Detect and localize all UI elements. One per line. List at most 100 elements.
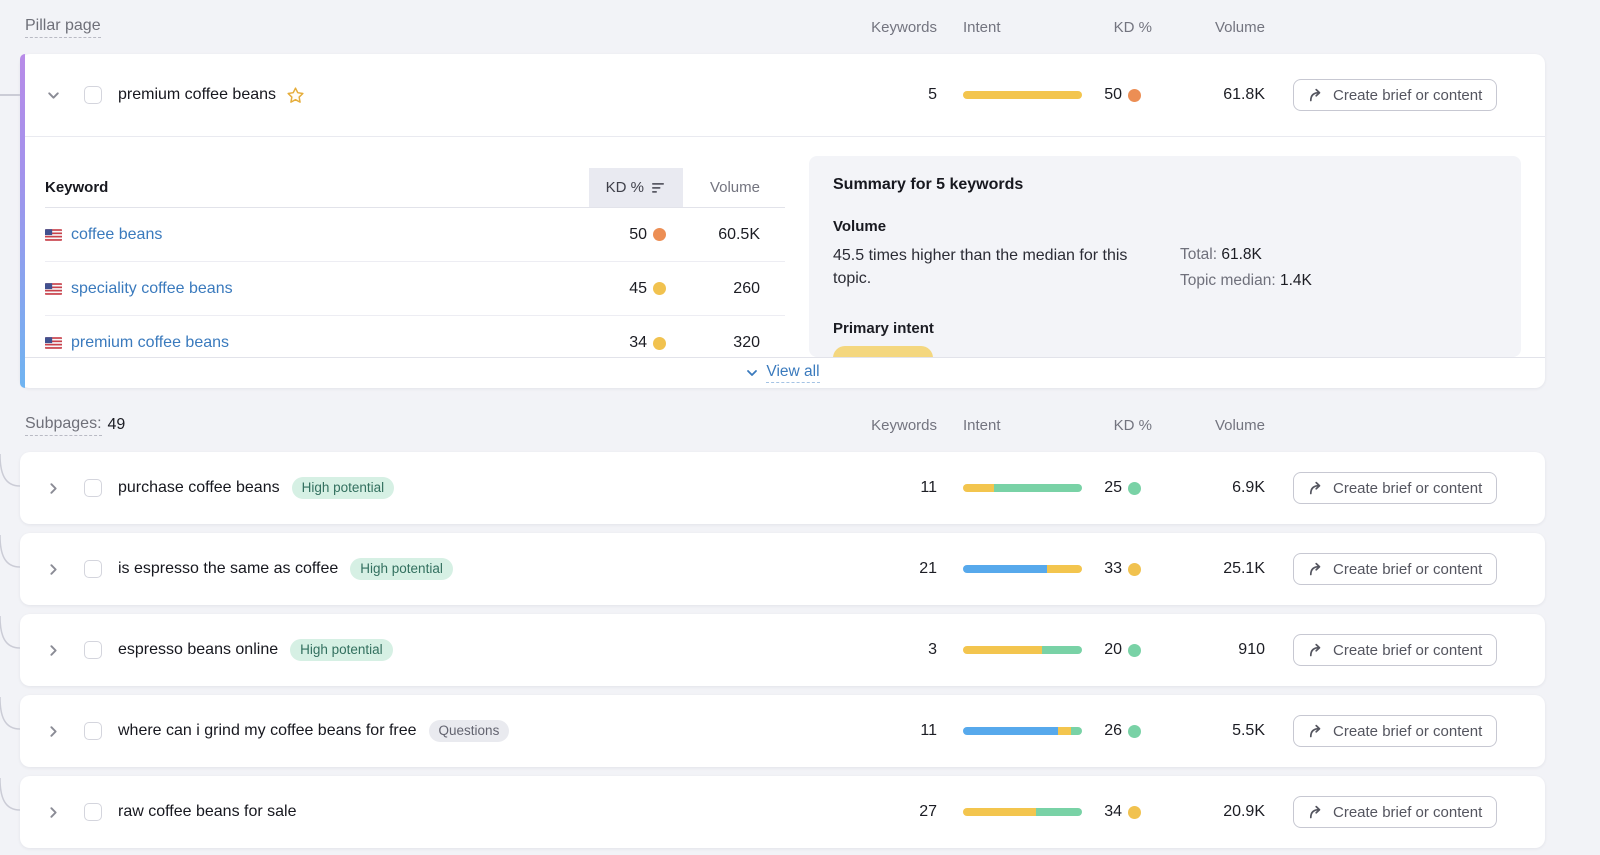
subpages-count: 49 <box>107 416 126 433</box>
kd-dot <box>653 282 666 295</box>
tree-connector <box>0 777 20 811</box>
pillar-page-label[interactable]: Pillar page <box>25 17 101 38</box>
keywords-count: 21 <box>919 560 937 577</box>
subpages-label[interactable]: Subpages: <box>25 415 102 436</box>
view-all-bar: View all <box>20 357 1545 388</box>
tree-connector <box>0 615 20 649</box>
col-header-kd-sorted[interactable]: KD % <box>589 168 683 207</box>
primary-intent-heading: Primary intent <box>833 320 934 337</box>
expand-chevron-right-icon[interactable] <box>45 724 61 739</box>
subpage-checkbox[interactable] <box>84 479 102 497</box>
us-flag-icon <box>45 337 62 349</box>
keyword-link[interactable]: premium coffee beans <box>71 334 230 351</box>
redirect-arrow-icon <box>1308 804 1324 820</box>
subpage-title: raw coffee beans for sale <box>118 803 297 820</box>
redirect-arrow-icon <box>1308 480 1324 496</box>
keyword-table-header: Keyword KD % Volume <box>45 168 785 208</box>
create-brief-button[interactable]: Create brief or content <box>1293 715 1498 747</box>
subpage-title: espresso beans online <box>118 641 279 658</box>
col-header-volume[interactable]: Volume <box>709 179 760 196</box>
kd-value: 50 <box>1104 86 1122 103</box>
intent-bar <box>963 727 1082 735</box>
volume-value: 60.5K <box>718 225 760 243</box>
keyword-row: coffee beans 50 60.5K <box>45 208 785 262</box>
volume-value: 910 <box>1238 641 1265 658</box>
col-header-intent: Intent <box>963 416 1001 434</box>
total-label: Total: <box>1180 246 1218 263</box>
intent-bar <box>963 484 1082 492</box>
subpage-card: is espresso the same as coffee High pote… <box>0 533 1545 605</box>
subpage-card: raw coffee beans for sale 27 34 20.9K Cr… <box>0 776 1545 848</box>
expand-chevron-right-icon[interactable] <box>45 643 61 658</box>
expand-chevron-right-icon[interactable] <box>45 481 61 496</box>
keywords-count: 27 <box>919 803 937 820</box>
summary-volume-note: 45.5 times higher than the median for th… <box>833 247 1128 288</box>
pillar-expanded-area: Keyword KD % Volume coffee beans 50 <box>20 137 1545 357</box>
subpage-title: where can i grind my coffee beans for fr… <box>118 722 417 739</box>
questions-badge: Questions <box>428 720 510 742</box>
redirect-arrow-icon <box>1308 561 1324 577</box>
create-brief-button[interactable]: Create brief or content <box>1293 472 1498 504</box>
topic-median-value: 1.4K <box>1279 272 1312 289</box>
expand-chevron-right-icon[interactable] <box>45 805 61 820</box>
subpage-card: espresso beans online High potential 3 2… <box>0 614 1545 686</box>
volume-value: 320 <box>733 334 760 351</box>
subpage-checkbox[interactable] <box>84 722 102 740</box>
collapse-chevron-down-icon[interactable] <box>45 88 61 103</box>
intent-bar <box>963 646 1082 654</box>
keywords-count: 5 <box>928 86 937 103</box>
create-brief-button[interactable]: Create brief or content <box>1293 79 1498 111</box>
subpage-checkbox[interactable] <box>84 641 102 659</box>
col-header-keywords: Keywords <box>871 18 937 36</box>
pillar-checkbox[interactable] <box>84 86 102 104</box>
col-header-keywords: Keywords <box>871 416 937 434</box>
redirect-arrow-icon <box>1308 723 1324 739</box>
create-brief-button[interactable]: Create brief or content <box>1293 634 1498 666</box>
keyword-row: premium coffee beans 34 320 <box>45 316 785 357</box>
keyword-link[interactable]: speciality coffee beans <box>71 279 233 297</box>
subpage-checkbox[interactable] <box>84 560 102 578</box>
keyword-link[interactable]: coffee beans <box>71 225 163 243</box>
redirect-arrow-icon <box>1308 642 1324 658</box>
tree-connector <box>0 534 20 568</box>
topic-median-label: Topic median: <box>1180 272 1276 289</box>
pillar-title: premium coffee beans <box>118 86 277 103</box>
redirect-arrow-icon <box>1308 87 1324 103</box>
volume-value: 25.1K <box>1223 560 1265 577</box>
kd-value: 20 <box>1104 641 1122 658</box>
kd-value: 33 <box>1104 560 1122 577</box>
intent-bar <box>963 565 1082 573</box>
subpage-title: is espresso the same as coffee <box>118 560 339 577</box>
kd-value: 50 <box>629 225 647 243</box>
volume-value: 5.5K <box>1232 722 1265 739</box>
kd-dot <box>1128 643 1141 657</box>
pillar-header-row: Pillar page Keywords Intent KD % Volume <box>20 12 1545 42</box>
kd-dot <box>1128 805 1141 819</box>
kd-dot <box>1128 481 1141 495</box>
intent-bar <box>963 808 1082 816</box>
keywords-count: 11 <box>920 722 937 739</box>
tree-connector <box>0 453 20 487</box>
pillar-card: premium coffee beans 5 50 61.8K Create b… <box>0 54 1545 388</box>
tree-connector-line <box>0 94 20 96</box>
view-all-link[interactable]: View all <box>766 363 820 383</box>
pillar-row-divider <box>20 136 1545 137</box>
volume-value: 20.9K <box>1223 803 1265 820</box>
subpage-checkbox[interactable] <box>84 803 102 821</box>
pillar-row: premium coffee beans 5 50 61.8K Create b… <box>20 54 1545 136</box>
subpages-header-row: Subpages: 49 Keywords Intent KD % Volume <box>20 410 1545 440</box>
subpage-title: purchase coffee beans <box>118 479 280 496</box>
tree-connector <box>0 696 20 730</box>
us-flag-icon <box>45 229 62 241</box>
kd-value: 26 <box>1104 722 1122 739</box>
volume-value: 61.8K <box>1223 86 1265 103</box>
create-brief-button[interactable]: Create brief or content <box>1293 553 1498 585</box>
col-header-volume: Volume <box>1214 416 1265 434</box>
summary-volume-heading: Volume <box>833 218 887 235</box>
create-brief-button[interactable]: Create brief or content <box>1293 796 1498 828</box>
expand-chevron-right-icon[interactable] <box>45 562 61 577</box>
intent-bar <box>963 91 1082 99</box>
star-icon[interactable] <box>285 85 306 106</box>
kd-value: 34 <box>629 334 647 351</box>
